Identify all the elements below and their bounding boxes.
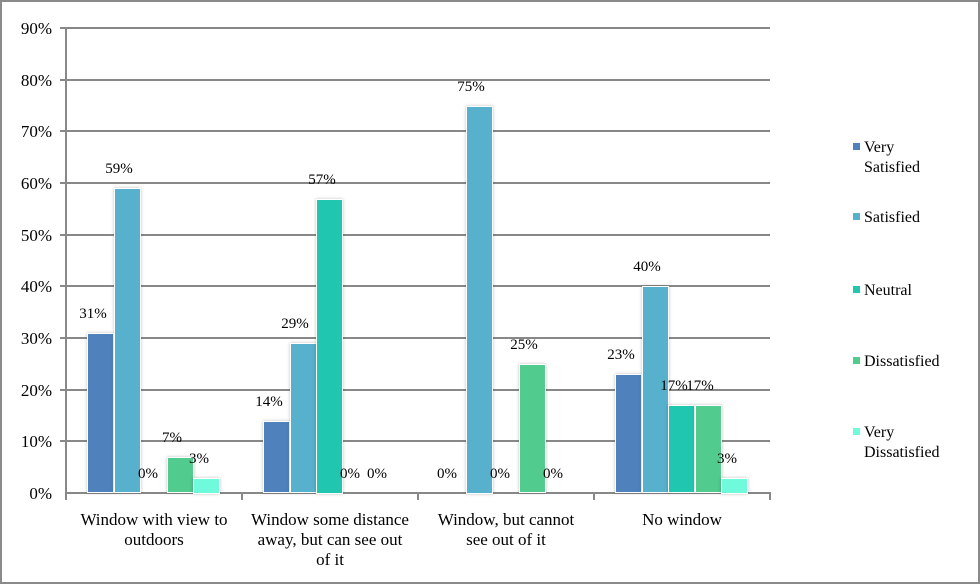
data-label: 0% <box>490 466 510 482</box>
bar-very-satisfied <box>615 374 642 493</box>
legend-swatch <box>853 357 860 364</box>
gridline <box>60 27 770 29</box>
legend-swatch <box>853 286 860 293</box>
data-label: 7% <box>162 430 182 446</box>
data-label: 0% <box>340 466 360 482</box>
legend-label: Satisfied <box>864 208 974 228</box>
data-label: 40% <box>633 259 661 275</box>
gridline <box>60 130 770 132</box>
legend-label-line: Satisfied <box>864 159 920 176</box>
category-label-line: see out of it <box>466 530 546 549</box>
x-tick-mark <box>769 492 771 500</box>
x-category-label: Window, but cannot see out of it <box>418 510 594 550</box>
data-label: 3% <box>717 451 737 467</box>
gridline <box>60 337 770 339</box>
gridline <box>60 234 770 236</box>
legend-label: Neutral <box>864 281 974 301</box>
legend-label: Very Satisfied <box>864 138 974 178</box>
bar-very-satisfied <box>263 421 290 493</box>
data-label: 17% <box>686 378 714 394</box>
category-label-line: No window <box>642 510 722 529</box>
bar-neutral <box>668 405 695 493</box>
y-tick-label: 70% <box>20 122 52 141</box>
category-label-line: outdoors <box>124 530 184 549</box>
legend-label-line: Very <box>864 424 895 441</box>
y-axis <box>65 28 67 500</box>
data-label: 75% <box>457 79 485 95</box>
category-label-line: Window some distance <box>251 510 409 529</box>
x-tick-mark <box>65 492 67 500</box>
y-tick-label: 10% <box>20 432 52 451</box>
x-tick-mark <box>593 492 595 500</box>
data-label: 0% <box>543 466 563 482</box>
y-tick-label: 60% <box>20 174 52 193</box>
data-label: 31% <box>79 306 107 322</box>
data-label: 14% <box>255 394 283 410</box>
data-label: 59% <box>105 161 133 177</box>
y-tick-label: 80% <box>20 71 52 90</box>
y-tick-label: 50% <box>20 226 52 245</box>
gridline <box>60 440 770 442</box>
y-tick-label: 20% <box>20 381 52 400</box>
legend-swatch <box>853 428 860 435</box>
bar-satisfied <box>466 106 493 494</box>
x-tick-mark <box>241 492 243 500</box>
bar-dissatisfied <box>519 364 546 493</box>
bar-satisfied <box>290 343 317 493</box>
legend-label-line: Dissatisfied <box>864 444 940 461</box>
data-label: 3% <box>189 451 209 467</box>
data-label: 29% <box>281 316 309 332</box>
legend-label-line: Very <box>864 139 895 156</box>
x-category-label: No window <box>594 510 770 530</box>
bar-satisfied <box>642 286 669 493</box>
y-tick-label: 90% <box>20 19 52 38</box>
data-label: 0% <box>437 466 457 482</box>
x-tick-mark <box>417 492 419 500</box>
y-tick-label: 30% <box>20 329 52 348</box>
category-label-line: away, but can see out <box>257 530 403 549</box>
legend-label: Dissatisfied <box>864 352 974 372</box>
bar-satisfied <box>114 188 141 493</box>
data-label: 25% <box>510 337 538 353</box>
legend-label-line: Neutral <box>864 282 912 299</box>
bar-neutral <box>316 199 343 494</box>
legend-label: Very Dissatisfied <box>864 423 974 463</box>
y-tick-label: 0% <box>29 484 52 503</box>
legend-swatch <box>853 143 860 150</box>
bar-dissatisfied <box>695 405 722 493</box>
y-tick-label: 40% <box>20 277 52 296</box>
gridline <box>60 285 770 287</box>
legend-label-line: Satisfied <box>864 209 920 226</box>
bar-very-dissatisfied <box>193 478 220 494</box>
x-category-label: Window some distance away, but can see ou… <box>242 510 418 570</box>
gridline <box>60 79 770 81</box>
category-label-line: of it <box>316 550 344 569</box>
bar-dissatisfied <box>167 457 194 493</box>
data-label: 57% <box>308 172 336 188</box>
legend-label-line: Dissatisfied <box>864 353 940 370</box>
gridline <box>60 182 770 184</box>
bar-very-satisfied <box>87 333 114 493</box>
data-label: 0% <box>367 466 387 482</box>
data-label: 23% <box>607 347 635 363</box>
category-label-line: Window, but cannot <box>437 510 575 529</box>
gridline <box>60 389 770 391</box>
data-label: 0% <box>138 466 158 482</box>
x-category-label: Window with view to outdoors <box>66 510 242 550</box>
legend-swatch <box>853 213 860 220</box>
data-label: 17% <box>660 378 688 394</box>
category-label-line: Window with view to <box>80 510 228 529</box>
bar-very-dissatisfied <box>721 478 748 494</box>
